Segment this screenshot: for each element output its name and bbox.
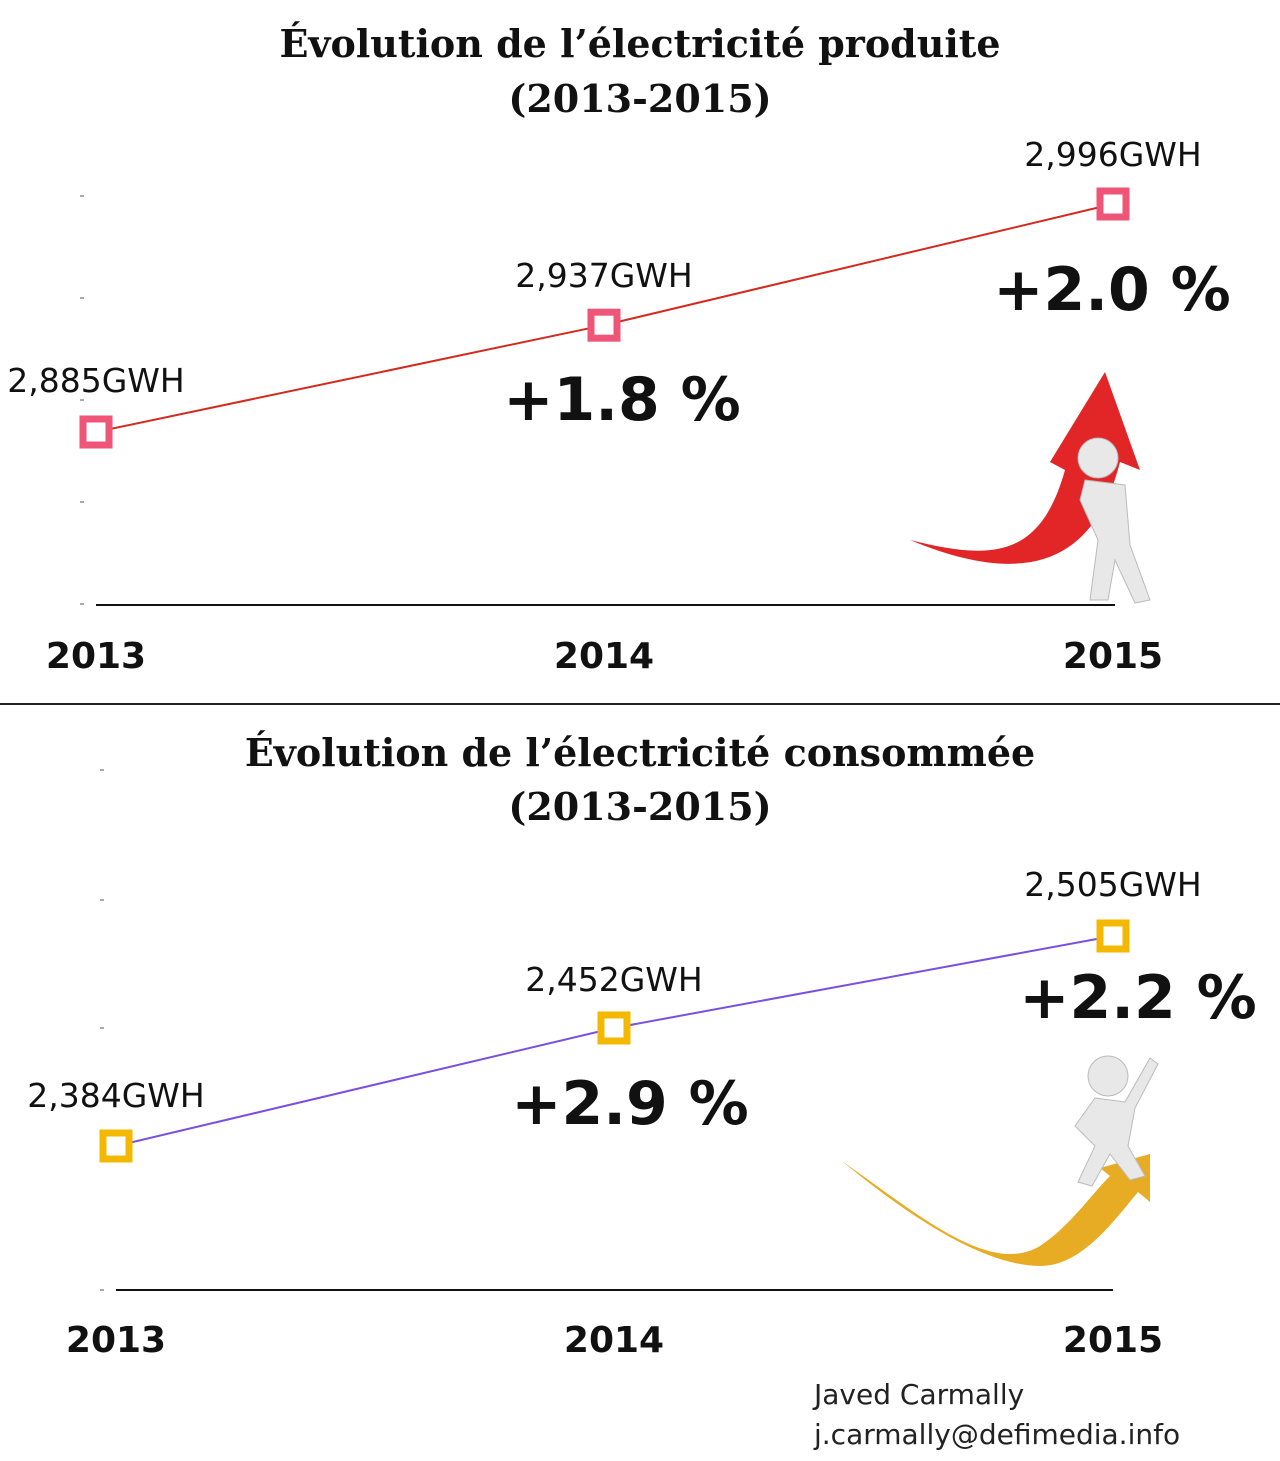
chart-title: Évolution de l’électricité produite [279, 21, 1001, 66]
figure-head-icon [1077, 437, 1119, 479]
change-label: +2.0 % [993, 255, 1231, 325]
person-figure-icon [1077, 437, 1151, 604]
production-plot: 2,885GWH 2,937GWH 2,996GWH +1.8 % +2.0 % 2013… [7, 135, 1231, 677]
gold-arrow-icon [842, 1154, 1150, 1266]
x-tick-label: 2015 [1063, 1320, 1163, 1361]
x-tick-label: 2014 [554, 636, 654, 677]
x-tick-label: 2014 [564, 1320, 664, 1361]
credit-name: Javed Carmally [814, 1378, 1025, 1411]
x-tick-label: 2013 [66, 1320, 166, 1361]
chart-title: Évolution de l’électricité consommée [244, 730, 1036, 775]
figure-head-icon [1087, 1055, 1129, 1097]
figure-body-icon [1074, 1057, 1159, 1187]
data-point-marker [1096, 187, 1130, 221]
data-point-marker [79, 415, 113, 449]
section-divider [0, 703, 1280, 705]
chart-subtitle: (2013-2015) [508, 76, 772, 121]
x-tick-label: 2015 [1063, 636, 1163, 677]
decoration-group [910, 372, 1151, 604]
change-label: +1.8 % [503, 365, 741, 435]
data-value-label: 2,937GWH [515, 256, 693, 295]
credit-email: j.carmally@defimedia.info [814, 1418, 1181, 1451]
data-value-label: 2,885GWH [7, 361, 185, 400]
consumption-plot: 2,384GWH 2,452GWH 2,505GWH +2.9 % +2.2 % 2013… [27, 769, 1257, 1361]
figure-body-icon [1079, 479, 1151, 604]
data-value-label: 2,452GWH [525, 960, 703, 999]
data-value-label: 2,996GWH [1024, 135, 1202, 174]
consumption-chart: Évolution de l’électricité consommée (20… [0, 706, 1280, 1461]
production-chart: Évolution de l’électricité produite (201… [0, 0, 1280, 704]
x-tick-label: 2013 [46, 636, 146, 677]
person-figure-icon [1074, 1055, 1159, 1187]
chart-subtitle: (2013-2015) [508, 784, 772, 829]
data-value-label: 2,384GWH [27, 1076, 205, 1115]
red-arrow-icon [910, 372, 1140, 564]
data-point-marker [587, 308, 621, 342]
data-value-label: 2,505GWH [1024, 865, 1202, 904]
data-point-marker [597, 1011, 631, 1045]
data-point-marker [99, 1129, 133, 1163]
decoration-group [842, 1055, 1159, 1266]
change-label: +2.9 % [511, 1069, 749, 1139]
change-label: +2.2 % [1019, 963, 1257, 1033]
data-point-marker [1096, 919, 1130, 953]
